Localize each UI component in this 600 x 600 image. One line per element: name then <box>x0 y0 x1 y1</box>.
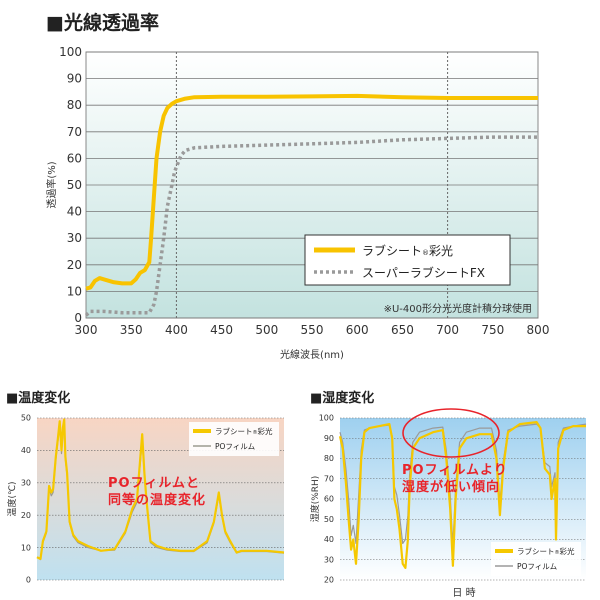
legend-box <box>189 422 279 456</box>
y-tick-label: 90 <box>324 434 334 443</box>
series-line-lovesheet <box>36 418 285 561</box>
legend-box <box>304 234 511 286</box>
legend-text: 彩光 <box>560 546 575 556</box>
y-tick-label: 30 <box>324 555 334 564</box>
chart-title-humidity: ■湿度変化 <box>310 391 375 406</box>
x-tick-label: 800 <box>527 323 550 337</box>
legend-label-superlovesheet: スーパーラブシートFX <box>362 265 485 280</box>
humidity-annotation: POフィルムより 湿度が低い傾向 <box>402 463 508 495</box>
y-tick-label: 50 <box>67 178 82 192</box>
legend-text: ラブシート <box>215 426 253 436</box>
x-tick-label: 450 <box>210 323 233 337</box>
temperature-annotation: POフィルムと 同等の温度変化 <box>108 476 207 508</box>
chart-title-transmittance: ■光線透過率 <box>46 12 159 34</box>
legend-label-po-film: POフィルム <box>215 442 255 451</box>
legend-label-lovesheet: ラブシート®彩光 <box>517 546 575 556</box>
legend-label-po-film: POフィルム <box>517 562 557 571</box>
registered-mark: ® <box>555 549 560 556</box>
x-tick-label: 600 <box>346 323 369 337</box>
y-axis-label: 透過率(%) <box>45 161 58 208</box>
registered-mark: ® <box>253 429 258 436</box>
x-tick-label: 300 <box>75 323 98 337</box>
x-tick-label: 750 <box>481 323 504 337</box>
legend-text: 彩光 <box>258 426 273 436</box>
x-tick-label: 700 <box>436 323 459 337</box>
y-tick-label: 20 <box>324 576 334 585</box>
y-tick-label: 10 <box>21 543 31 552</box>
series-line-lovesheet <box>85 93 538 291</box>
y-tick-label: 0 <box>26 576 31 585</box>
y-tick-label: 20 <box>21 511 31 520</box>
y-tick-label: 40 <box>324 535 334 544</box>
x-tick-label: 400 <box>165 323 188 337</box>
y-tick-label: 60 <box>67 151 82 165</box>
chart-title-temperature: ■温度変化 <box>6 391 71 406</box>
legend-text: ラブシート <box>362 243 422 258</box>
y-tick-label: 50 <box>21 414 31 423</box>
y-axis-label: 温度(℃) <box>6 481 18 516</box>
y-tick-label: 60 <box>324 495 334 504</box>
legend-text: ラブシート <box>517 546 555 556</box>
registered-mark: ® <box>422 249 429 257</box>
legend-box <box>491 542 581 576</box>
y-tick-label: 50 <box>324 515 334 524</box>
y-tick-label: 30 <box>21 478 31 487</box>
series-line-lovesheet <box>338 421 586 570</box>
y-axis-label: 湿度(%RH) <box>309 476 321 523</box>
y-tick-label: 30 <box>67 231 82 245</box>
y-tick-label: 40 <box>67 205 82 219</box>
x-tick-label: 550 <box>301 323 324 337</box>
legend-label-lovesheet: ラブシート®彩光 <box>215 426 273 436</box>
x-tick-label: 350 <box>120 323 143 337</box>
legend-text: 彩光 <box>429 244 453 258</box>
y-tick-label: 70 <box>67 125 82 139</box>
y-tick-label: 20 <box>67 258 82 272</box>
y-tick-label: 100 <box>59 45 82 59</box>
y-tick-label: 70 <box>324 474 334 483</box>
x-tick-label: 500 <box>255 323 278 337</box>
y-tick-label: 100 <box>319 414 334 423</box>
highlight-ellipse <box>402 408 500 458</box>
x-axis-label: 日 時 <box>452 587 475 599</box>
x-tick-label: 650 <box>391 323 414 337</box>
y-tick-label: 40 <box>21 446 31 455</box>
y-tick-label: 0 <box>74 311 82 325</box>
legend-label-lovesheet: ラブシート®彩光 <box>362 243 453 258</box>
y-tick-label: 90 <box>67 72 82 86</box>
y-tick-label: 80 <box>67 98 82 112</box>
x-axis-label: 光線波長(nm) <box>280 348 344 361</box>
y-tick-label: 10 <box>67 284 82 298</box>
measurement-note: ※U-400形分光光度計積分球使用 <box>384 302 532 315</box>
y-tick-label: 80 <box>324 454 334 463</box>
